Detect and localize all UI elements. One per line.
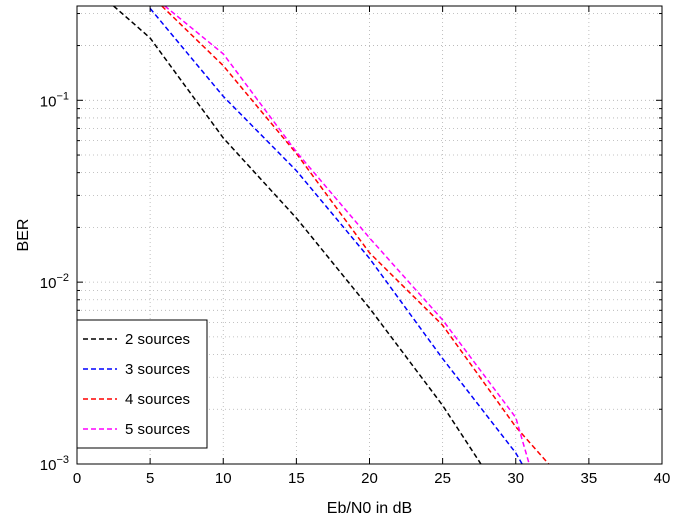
x-tick-label: 25 <box>434 470 451 487</box>
series-line <box>149 7 524 464</box>
legend: 2 sources 3 sources 4 sources 5 sources <box>76 319 208 449</box>
x-tick-label: 35 <box>581 470 598 487</box>
legend-label: 2 sources <box>125 331 190 348</box>
x-tick-label: 5 <box>146 470 154 487</box>
series-line <box>164 6 530 464</box>
legend-box <box>76 319 208 449</box>
y-tick-label: 10−1 <box>40 90 69 110</box>
y-tick-label: 10−2 <box>40 272 69 292</box>
legend-label: 5 sources <box>125 421 190 438</box>
x-tick-label: 10 <box>215 470 232 487</box>
x-tick-label: 40 <box>654 470 671 487</box>
legend-label: 4 sources <box>125 391 190 408</box>
series-line <box>113 6 482 464</box>
x-axis-label: Eb/N0 in dB <box>327 500 412 517</box>
x-tick-label: 15 <box>288 470 305 487</box>
x-tick-label: 20 <box>361 470 378 487</box>
legend-label: 3 sources <box>125 361 190 378</box>
grid <box>77 6 662 464</box>
series-lines <box>113 6 550 464</box>
series-line <box>161 6 550 464</box>
x-tick-labels: 0 5 10 15 20 25 30 35 40 <box>73 470 671 487</box>
y-tick-label: 10−3 <box>40 454 69 474</box>
x-tick-label: 30 <box>507 470 524 487</box>
y-axis-label: BER <box>15 219 32 252</box>
y-tick-labels: 10−1 10−2 10−3 <box>40 90 69 474</box>
x-tick-label: 0 <box>73 470 81 487</box>
